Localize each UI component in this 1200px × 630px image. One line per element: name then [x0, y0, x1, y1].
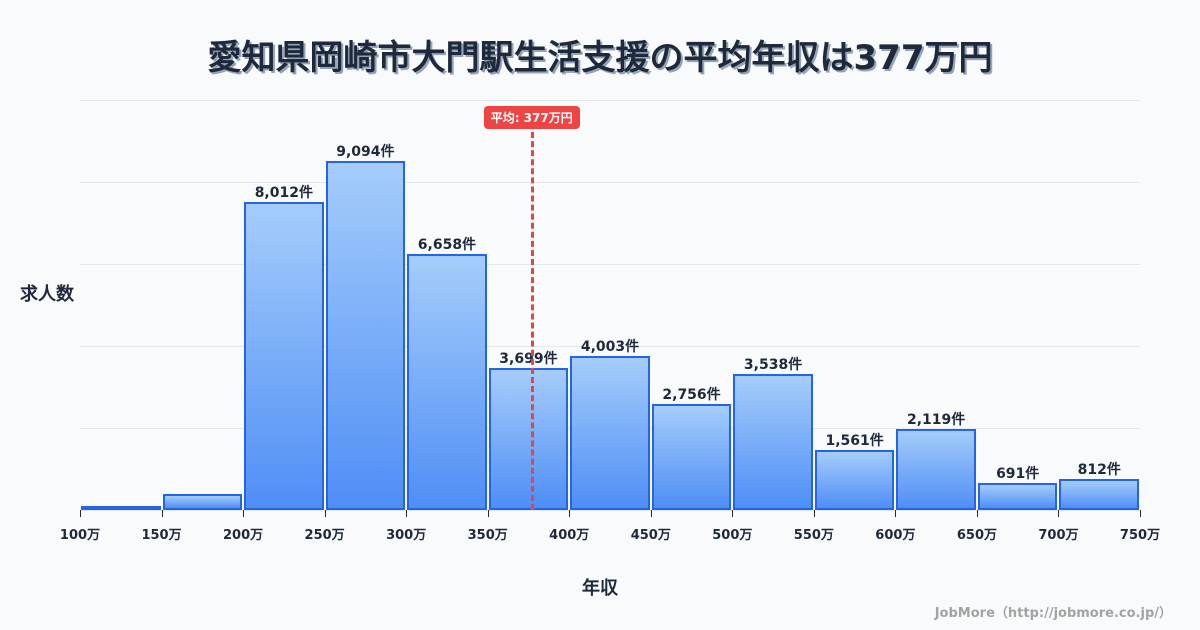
x-tick-label: 650万	[956, 528, 997, 543]
x-tick	[650, 510, 652, 517]
x-tick	[813, 510, 815, 517]
x-tick	[243, 510, 245, 517]
histogram-bar	[488, 368, 569, 510]
x-tick	[976, 510, 978, 517]
bar-value-label: 2,756件	[662, 387, 721, 404]
bar-value-label: 812件	[1077, 461, 1121, 478]
bar-value-label: 9,094件	[336, 143, 395, 160]
chart-title: 愛知県岡崎市大門駅生活支援の平均年収は377万円	[207, 38, 993, 78]
histogram-bar	[1059, 478, 1139, 510]
x-tick-label: 750万	[1119, 528, 1161, 543]
bar-value-label: 3,699件	[499, 350, 558, 367]
x-tick-label: 450万	[630, 528, 671, 543]
histogram-bar	[407, 254, 487, 510]
x-tick-label: 300万	[386, 528, 427, 543]
x-tick	[487, 510, 489, 517]
x-tick-label: 150万	[141, 528, 182, 543]
histogram-bar	[977, 483, 1058, 510]
x-tick-label: 500万	[712, 528, 753, 543]
histogram-bar	[896, 428, 976, 510]
average-line	[530, 132, 534, 510]
gridline	[80, 182, 1140, 183]
bar-value-label: 8,012件	[254, 185, 313, 202]
credit-text: JobMore（http://jobmore.co.jp/）	[934, 606, 1172, 621]
gridline	[80, 264, 1140, 265]
x-tick	[569, 510, 571, 517]
gridline	[80, 346, 1140, 347]
histogram-bar	[162, 493, 243, 510]
x-tick-label: 600万	[875, 528, 916, 543]
bar-value-label: 2,119件	[906, 411, 966, 428]
bar-value-label: 6,658件	[417, 237, 477, 254]
x-tick-label: 400万	[549, 528, 590, 543]
x-tick	[324, 510, 326, 517]
histogram-bar	[733, 374, 813, 510]
bar-value-label: 3,538件	[743, 357, 803, 374]
bar-value-label: 1,561件	[825, 433, 884, 450]
histogram-bar	[651, 404, 732, 510]
bar-value-label: 4,003件	[580, 339, 640, 356]
bar-value-label: 691件	[996, 466, 1040, 483]
x-tick-label: 550万	[793, 528, 834, 543]
x-tick	[732, 510, 734, 517]
histogram-bar	[325, 160, 406, 510]
x-tick	[1058, 510, 1060, 517]
x-tick	[895, 510, 897, 517]
x-tick-label: 200万	[222, 528, 264, 543]
histogram-bar	[244, 202, 324, 510]
plot-area: 8,012件 9,094件 6,658件 3,699件 4,003件 2,756件 3,53…	[80, 100, 1140, 511]
histogram-bar	[570, 356, 650, 510]
x-tick-label: 250万	[304, 528, 345, 543]
x-tick	[1140, 510, 1141, 517]
x-tick-label: 350万	[467, 528, 508, 543]
y-axis-label: 求人数	[20, 284, 74, 305]
x-tick-label: 100万	[59, 528, 101, 543]
x-axis-label: 年収	[582, 578, 618, 599]
x-tick	[161, 510, 163, 517]
histogram-bar	[81, 506, 161, 510]
x-tick	[406, 510, 408, 517]
gridline	[80, 510, 1140, 511]
x-tick	[80, 510, 81, 517]
gridline	[80, 100, 1140, 101]
average-badge: 平均: 377万円	[483, 106, 580, 129]
x-tick-label: 700万	[1038, 528, 1079, 543]
histogram-bar	[814, 450, 895, 510]
